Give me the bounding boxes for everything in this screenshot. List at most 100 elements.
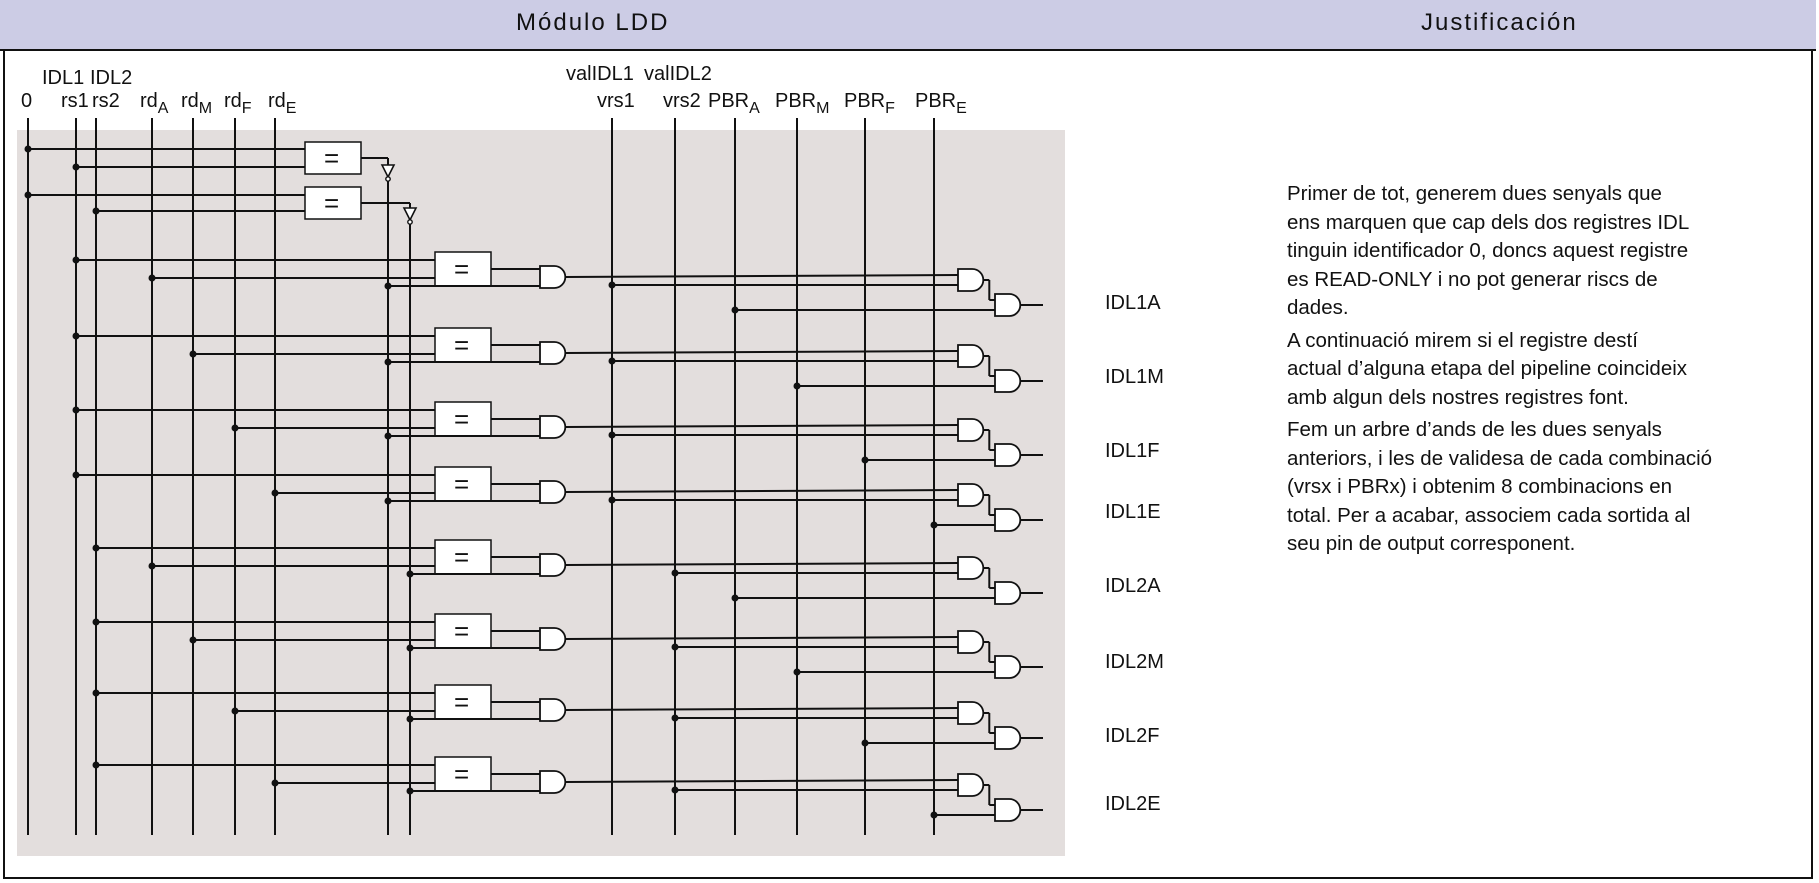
junction-dot (608, 281, 616, 289)
wire (565, 424, 959, 428)
wire (565, 489, 959, 493)
junction-dot (793, 668, 801, 676)
header-bar: Módulo LDD Justificación (0, 0, 1816, 51)
comparator-symbol: = (454, 687, 469, 717)
justification-paragraph-3: Fem un arbre d’ands de les dues senyals … (1287, 418, 1713, 555)
junction-dot (72, 256, 80, 264)
junction-dot (271, 779, 279, 787)
input-label-rs1: rs1 (61, 90, 89, 112)
input-label-rd-m: rdM (181, 90, 212, 117)
and-gate (994, 369, 1022, 393)
junction-dot (406, 787, 414, 795)
and-gate (539, 553, 567, 577)
input-label-pbr-e: PBRE (915, 90, 967, 117)
input-label-rd-f: rdF (224, 90, 252, 117)
justification-paragraph-2: A continuació mirem si el registre destí… (1287, 328, 1688, 409)
and-gate (957, 556, 985, 580)
comparator-symbol: = (324, 188, 339, 218)
junction-dot (731, 306, 739, 314)
and-gate (957, 344, 985, 368)
junction-dot (148, 274, 156, 282)
junction-dot (92, 689, 100, 697)
comparator-symbol: = (454, 469, 469, 499)
junction-dot (608, 357, 616, 365)
input-label-zero: 0 (21, 90, 32, 112)
junction-dot (406, 570, 414, 578)
comparator-symbol: = (454, 616, 469, 646)
and-gate (957, 701, 985, 725)
input-label-vrs2: vrs2 (663, 90, 701, 112)
output-label-idl1a: IDL1A (1105, 292, 1161, 314)
and-gate (539, 265, 567, 289)
junction-dot (861, 456, 869, 464)
junction-dot (384, 282, 392, 290)
output-label-idl2a: IDL2A (1105, 575, 1161, 597)
junction-dot (384, 358, 392, 366)
junction-dot (671, 714, 679, 722)
junction-dot (92, 544, 100, 552)
input-label-rd-a: rdA (140, 90, 169, 117)
and-gate (994, 581, 1022, 605)
and-gate (994, 798, 1022, 822)
inverter-triangle (402, 207, 418, 222)
junction-dot (671, 786, 679, 794)
and-gate (994, 443, 1022, 467)
and-gate (957, 268, 985, 292)
junction-dot (671, 569, 679, 577)
output-label-idl2m: IDL2M (1105, 651, 1164, 673)
input-label-idl1: IDL1 (42, 67, 84, 89)
content-frame (3, 49, 1813, 879)
input-label-pbr-a: PBRA (708, 90, 760, 117)
justification-text: Primer de tot, generem dues senyals que … (1287, 180, 1787, 559)
junction-dot (72, 163, 80, 171)
junction-dot (608, 496, 616, 504)
junction-dot (24, 145, 32, 153)
wire (565, 779, 959, 783)
junction-dot (92, 207, 100, 215)
junction-dot (608, 431, 616, 439)
input-label-pbr-f: PBRF (844, 90, 895, 117)
and-gate (994, 726, 1022, 750)
comparator-rs-rd (434, 251, 492, 287)
and-gate (957, 630, 985, 654)
output-label-idl2e: IDL2E (1105, 793, 1161, 815)
wire (565, 562, 959, 566)
junction-dot (271, 489, 279, 497)
comparator-symbol: = (454, 404, 469, 434)
and-gate (994, 293, 1022, 317)
comparator-symbol: = (454, 759, 469, 789)
output-label-idl1e: IDL1E (1105, 501, 1161, 523)
and-gate (539, 627, 567, 651)
and-gate (539, 415, 567, 439)
comparator-symbol: = (324, 143, 339, 173)
input-label-validl2: valIDL2 (644, 63, 712, 85)
junction-dot (72, 332, 80, 340)
input-label-pbr-m: PBRM (775, 90, 829, 117)
inverter-bubble (407, 219, 413, 225)
junction-dot (92, 618, 100, 626)
input-label-rs2: rs2 (92, 90, 120, 112)
junction-dot (671, 643, 679, 651)
module-title: Módulo LDD (516, 9, 670, 36)
and-gate (957, 483, 985, 507)
junction-dot (406, 644, 414, 652)
junction-dot (72, 471, 80, 479)
inverter-bubble (385, 176, 391, 182)
junction-dot (24, 191, 32, 199)
comparator-symbol: = (454, 330, 469, 360)
inverter-triangle (380, 164, 396, 179)
output-label-idl2f: IDL2F (1105, 725, 1159, 747)
junction-dot (148, 562, 156, 570)
and-gate (539, 770, 567, 794)
wire (565, 636, 959, 640)
and-gate (994, 508, 1022, 532)
junction-dot (406, 715, 414, 723)
junction-dot (930, 521, 938, 529)
junction-dot (861, 739, 869, 747)
comparator-rs-rd (434, 327, 492, 363)
junction-dot (72, 406, 80, 414)
and-gate (539, 480, 567, 504)
wire (565, 707, 959, 711)
output-label-idl1m: IDL1M (1105, 366, 1164, 388)
